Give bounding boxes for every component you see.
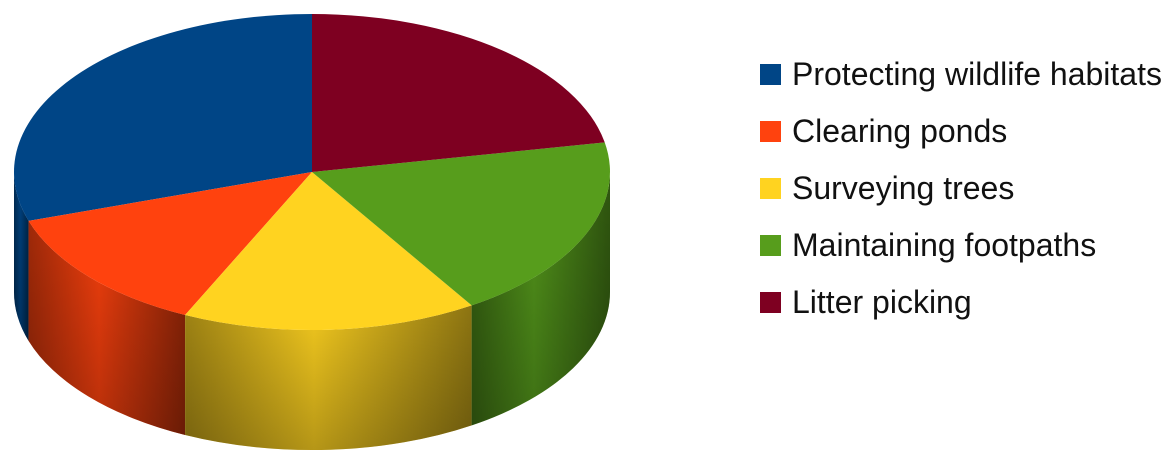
pie-side-surveying-trees-shade	[185, 305, 472, 450]
legend-swatch	[760, 121, 781, 142]
legend-label: Litter picking	[792, 284, 972, 320]
legend-label: Maintaining footpaths	[792, 227, 1097, 263]
pie-slice-surveying-trees	[185, 172, 472, 330]
legend-swatch	[760, 178, 781, 199]
pie-slice-clearing-ponds	[28, 172, 313, 315]
pie-slice-maintaining-footpaths	[312, 142, 611, 306]
legend-item: Clearing ponds	[760, 103, 1162, 160]
pie-sides	[14, 172, 610, 450]
pie-side-maintaining-footpaths-shade	[471, 172, 610, 426]
pie-slice-protecting-wildlife-habitats	[13, 14, 313, 221]
pie-side-clearing-ponds-shade	[28, 220, 186, 435]
legend-swatch	[760, 292, 781, 313]
legend-item: Surveying trees	[760, 160, 1162, 217]
legend-item: Maintaining footpaths	[760, 217, 1162, 274]
legend-item: Litter picking	[760, 274, 1162, 331]
legend-label: Clearing ponds	[792, 113, 1008, 149]
pie-chart-plot	[13, 14, 611, 450]
chart-legend: Protecting wildlife habitats Clearing pon…	[760, 46, 1162, 331]
legend-swatch	[760, 64, 781, 85]
pie-slice-litter-picking	[312, 14, 605, 172]
pie-top	[13, 14, 611, 330]
legend-label: Surveying trees	[792, 170, 1015, 206]
legend-swatch	[760, 235, 781, 256]
pie-side-protecting-wildlife-habitats-shade	[14, 172, 29, 341]
legend-label: Protecting wildlife habitats	[792, 56, 1162, 92]
legend-item: Protecting wildlife habitats	[760, 46, 1162, 103]
